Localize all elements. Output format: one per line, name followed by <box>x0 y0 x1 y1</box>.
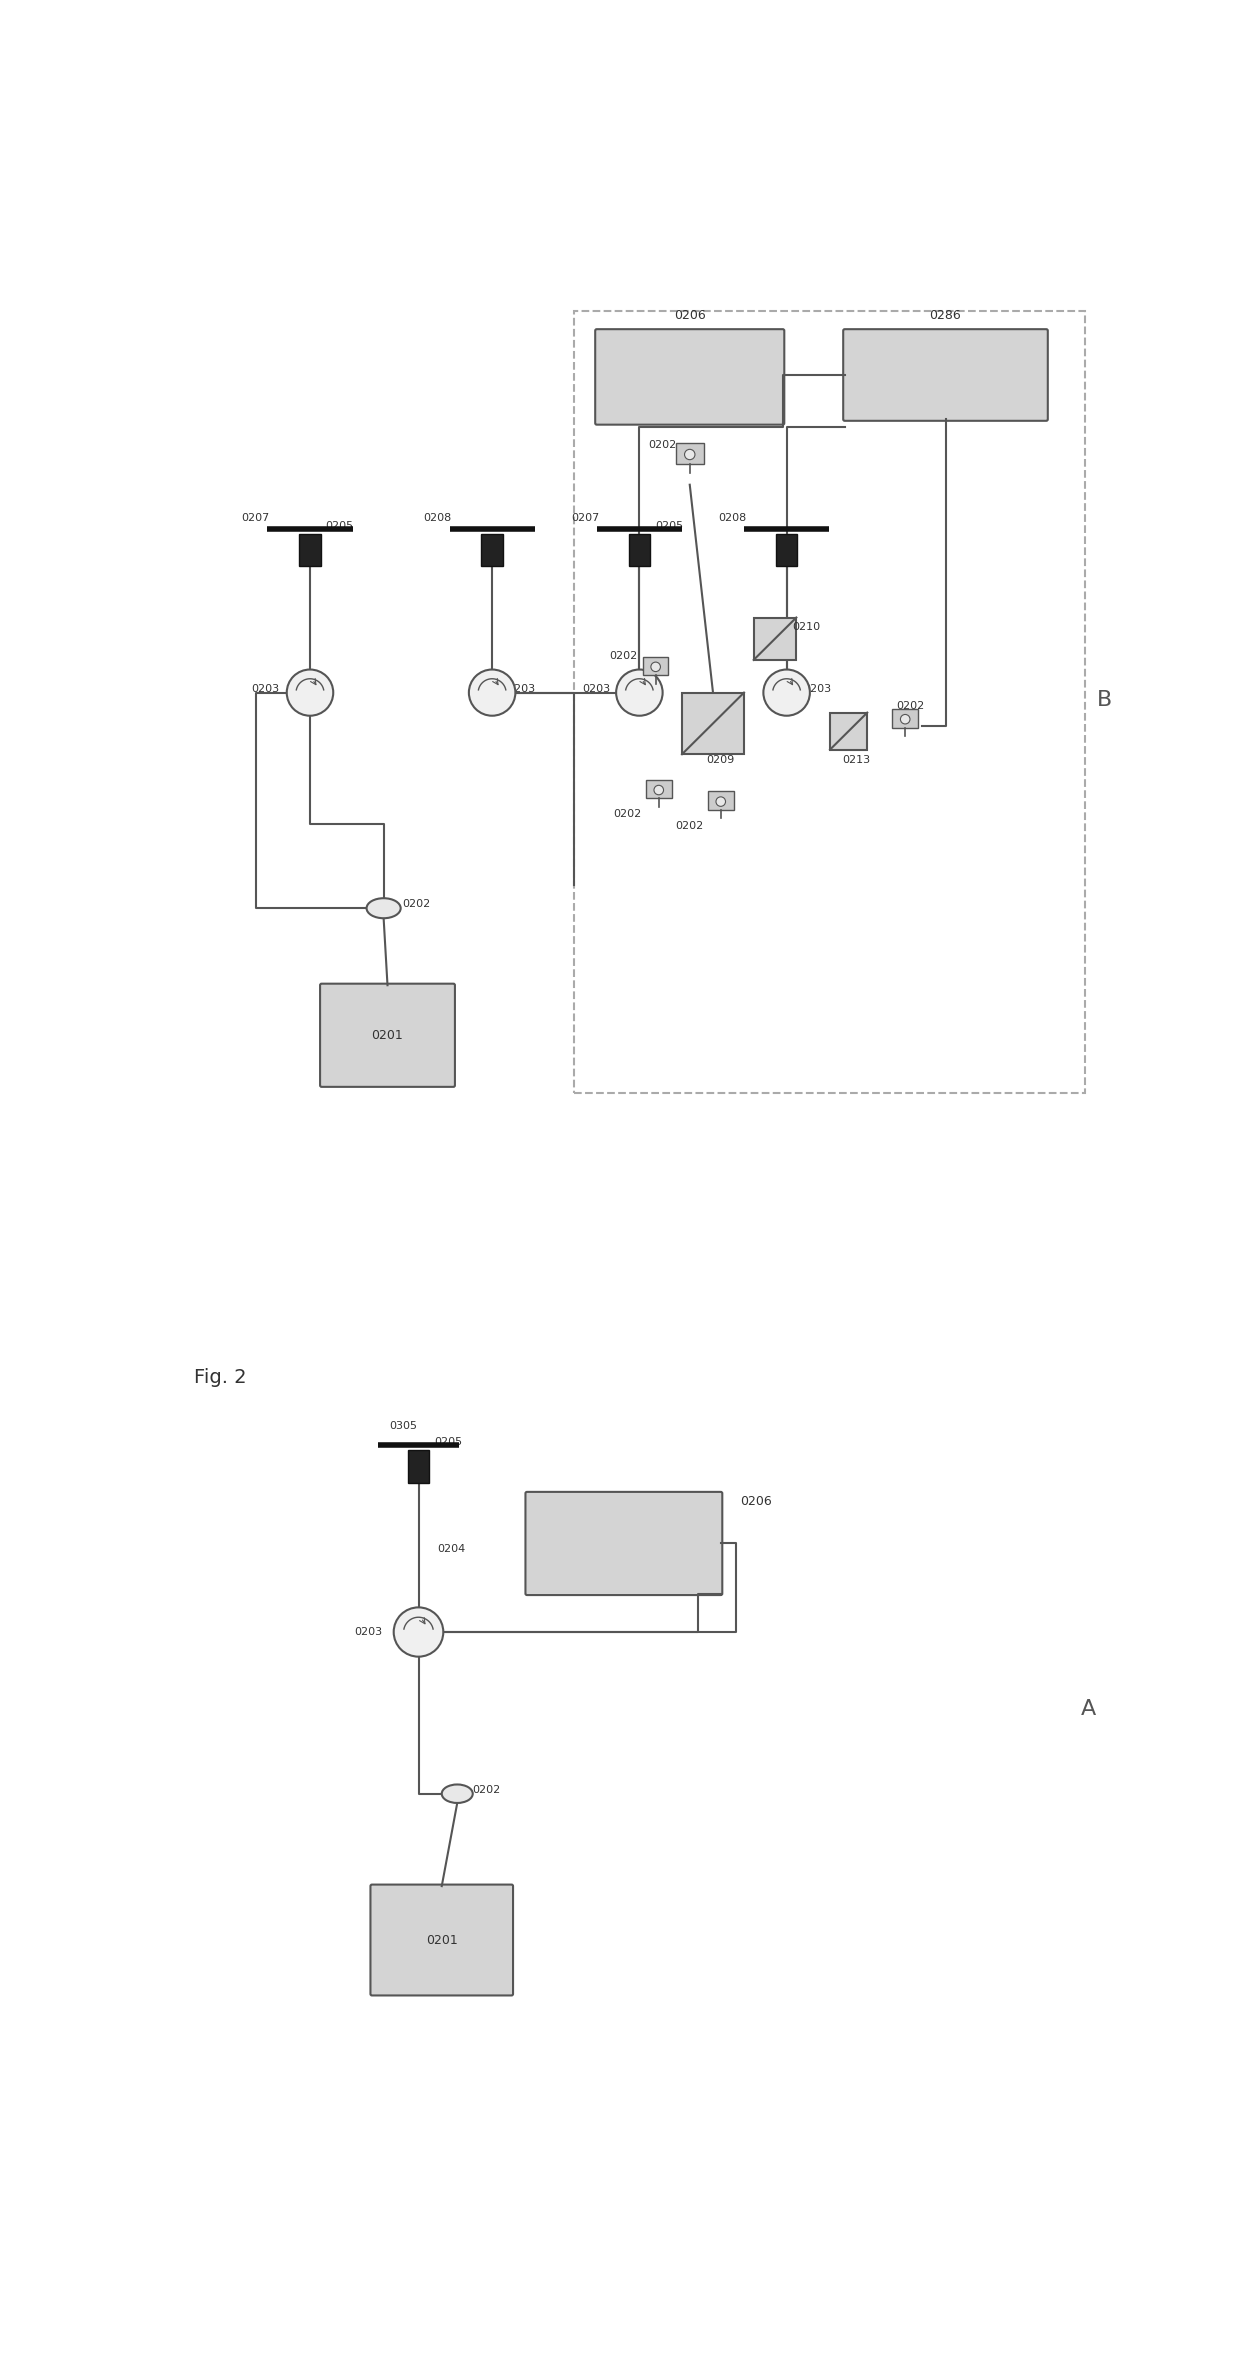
FancyBboxPatch shape <box>371 1885 513 1996</box>
Text: 0203: 0203 <box>507 683 536 695</box>
Bar <box>708 792 734 811</box>
Circle shape <box>651 662 661 671</box>
Text: 0202: 0202 <box>472 1785 501 1795</box>
Circle shape <box>764 669 810 716</box>
Bar <box>830 714 867 749</box>
Text: 0202: 0202 <box>649 439 677 450</box>
Bar <box>682 692 744 754</box>
Text: 0201: 0201 <box>425 1932 458 1947</box>
Text: 0202: 0202 <box>897 702 925 711</box>
Circle shape <box>616 669 662 716</box>
Text: 0213: 0213 <box>842 756 870 766</box>
Text: 0203: 0203 <box>355 1627 382 1636</box>
Text: 0286: 0286 <box>930 308 961 322</box>
Text: 0201: 0201 <box>372 1029 403 1041</box>
Text: B: B <box>1096 690 1112 711</box>
Circle shape <box>715 797 725 806</box>
Ellipse shape <box>441 1785 472 1802</box>
FancyBboxPatch shape <box>526 1491 722 1596</box>
Bar <box>299 533 321 567</box>
Text: 0205: 0205 <box>434 1437 463 1446</box>
Text: A: A <box>1081 1700 1096 1719</box>
Text: 0203: 0203 <box>804 683 832 695</box>
FancyBboxPatch shape <box>320 984 455 1086</box>
Bar <box>629 533 650 567</box>
Text: 0203: 0203 <box>250 683 279 695</box>
Text: 0202: 0202 <box>610 652 639 662</box>
Text: 0205: 0205 <box>325 522 353 531</box>
Bar <box>676 443 704 465</box>
Text: 0205: 0205 <box>655 522 683 531</box>
Text: Fig. 2: Fig. 2 <box>193 1368 247 1387</box>
Text: 0208: 0208 <box>424 512 453 524</box>
Text: 0206: 0206 <box>673 308 706 322</box>
Text: 0207: 0207 <box>570 512 599 524</box>
Ellipse shape <box>367 899 401 918</box>
Circle shape <box>469 669 516 716</box>
Bar <box>776 533 797 567</box>
Bar <box>893 709 918 728</box>
Text: 0210: 0210 <box>792 621 820 633</box>
Text: 0202: 0202 <box>676 820 704 830</box>
Text: 0209: 0209 <box>707 756 735 766</box>
Bar <box>481 533 503 567</box>
Bar <box>646 780 672 799</box>
Circle shape <box>286 669 334 716</box>
Text: 0208: 0208 <box>718 512 746 524</box>
Text: 0305: 0305 <box>389 1423 417 1432</box>
Text: 0206: 0206 <box>740 1494 771 1508</box>
Bar <box>573 311 1085 1093</box>
Circle shape <box>900 714 910 723</box>
Circle shape <box>684 450 694 460</box>
FancyBboxPatch shape <box>843 330 1048 420</box>
Text: 0202: 0202 <box>613 809 641 820</box>
Text: 0207: 0207 <box>242 512 270 524</box>
Text: 0202: 0202 <box>402 899 430 910</box>
Bar <box>408 1451 429 1482</box>
FancyBboxPatch shape <box>595 330 785 424</box>
Bar <box>754 616 796 659</box>
Text: 0203: 0203 <box>583 683 611 695</box>
Bar <box>642 657 668 676</box>
Circle shape <box>653 785 663 794</box>
Circle shape <box>394 1608 444 1657</box>
Text: 0204: 0204 <box>436 1544 465 1553</box>
